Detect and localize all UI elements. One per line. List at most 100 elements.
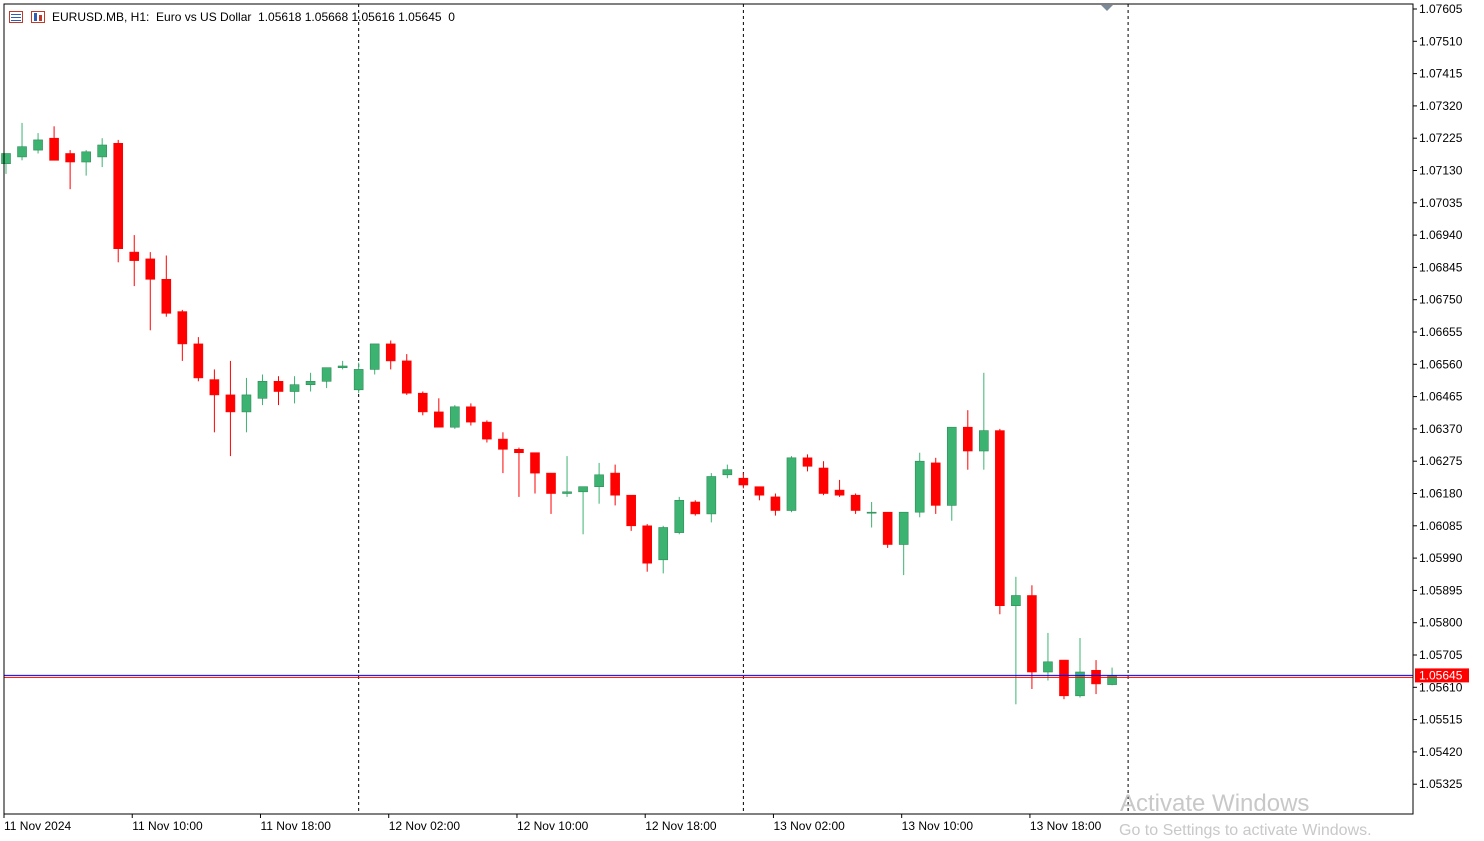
candle-bullish[interactable] [1, 153, 11, 174]
candle-bearish[interactable] [995, 428, 1005, 615]
candle-bearish[interactable] [193, 337, 204, 382]
price-tick-label: 1.06275 [1419, 454, 1463, 468]
candle-bearish[interactable] [49, 126, 59, 161]
candle-body [498, 438, 508, 450]
candle-bearish[interactable] [770, 493, 781, 516]
candle-bullish[interactable] [1043, 632, 1053, 681]
candle-bearish[interactable] [690, 500, 701, 516]
candle-body [321, 367, 332, 382]
candle-bullish[interactable] [1075, 638, 1085, 698]
candle-bearish[interactable] [834, 479, 845, 497]
candle-body [450, 406, 460, 428]
candle-bearish[interactable] [466, 403, 476, 426]
candle-bullish[interactable] [450, 405, 460, 429]
candle-bullish[interactable] [17, 122, 27, 161]
candle-bullish[interactable] [1011, 576, 1021, 705]
candle-body [385, 343, 396, 362]
candle-bearish[interactable] [514, 447, 524, 497]
candle-body [754, 486, 765, 496]
candle-bearish[interactable] [802, 454, 813, 472]
candle-bearish[interactable] [498, 432, 508, 474]
candle-bearish[interactable] [113, 139, 124, 263]
candle-body [770, 496, 781, 511]
candle-bearish[interactable] [530, 452, 540, 494]
candle-bearish[interactable] [1027, 585, 1037, 689]
candle-bearish[interactable] [177, 309, 188, 361]
candle-bullish[interactable] [658, 525, 669, 574]
candle-bullish[interactable] [979, 372, 989, 470]
candle-bearish[interactable] [1059, 659, 1069, 700]
candle-body [818, 467, 829, 494]
candle-body [722, 469, 733, 476]
candle-bullish[interactable] [81, 150, 91, 176]
candle-bearish[interactable] [385, 340, 396, 370]
candle-bullish[interactable] [786, 456, 797, 513]
candle-bullish[interactable] [946, 426, 957, 521]
candle-bearish[interactable] [930, 457, 941, 514]
price-tick-label: 1.06180 [1419, 487, 1463, 501]
day-separators [358, 4, 1129, 814]
chart-shift-marker[interactable] [1101, 5, 1113, 11]
candle-body [482, 421, 492, 440]
candle-bearish[interactable] [482, 420, 492, 443]
candle-bullish[interactable] [353, 362, 364, 394]
candle-bullish[interactable] [562, 456, 572, 497]
candle-bearish[interactable] [434, 398, 444, 428]
candle-bearish[interactable] [754, 486, 765, 501]
candle-bearish[interactable] [818, 461, 829, 496]
candle-bullish[interactable] [898, 511, 909, 576]
candle-body [434, 411, 444, 428]
candle-body [914, 460, 925, 513]
candle-body [898, 511, 909, 545]
candle-bullish[interactable] [289, 376, 300, 404]
candle-bearish[interactable] [161, 255, 172, 317]
trade-panel-icon[interactable] [8, 10, 24, 24]
candle-bearish[interactable] [882, 511, 893, 548]
candle-bearish[interactable] [129, 235, 140, 287]
candle-bullish[interactable] [257, 374, 268, 406]
candle-bearish[interactable] [738, 473, 749, 489]
candle-bearish[interactable] [626, 494, 636, 531]
candle-bullish[interactable] [97, 138, 107, 168]
candle-bullish[interactable] [369, 343, 380, 375]
candle-bullish[interactable] [674, 496, 685, 535]
candle-bearish[interactable] [225, 360, 236, 457]
candle-bearish[interactable] [65, 150, 75, 190]
current-price-lines [4, 674, 1413, 678]
candle-bearish[interactable] [209, 369, 220, 433]
candle-bearish[interactable] [850, 493, 861, 514]
candle-bullish[interactable] [337, 360, 348, 370]
candle-body [738, 477, 749, 486]
price-tick-label: 1.05515 [1419, 713, 1463, 727]
candle-body [706, 476, 717, 515]
candle-body [690, 501, 701, 515]
candle-bullish[interactable] [321, 367, 332, 389]
candle-bullish[interactable] [706, 473, 717, 523]
candle-body [514, 448, 524, 453]
candle-bullish[interactable] [914, 452, 925, 518]
candle-bullish[interactable] [1107, 667, 1117, 686]
candle-bearish[interactable] [610, 464, 620, 506]
candle-bullish[interactable] [305, 372, 316, 392]
price-tick-label: 1.05420 [1419, 745, 1463, 759]
candle-bullish[interactable] [241, 377, 252, 433]
candle-bullish[interactable] [594, 462, 604, 504]
candle-bearish[interactable] [642, 524, 653, 572]
candle-bullish[interactable] [866, 502, 877, 528]
candle-bearish[interactable] [273, 376, 284, 406]
candle-bullish[interactable] [722, 464, 733, 479]
candle-body [1011, 595, 1021, 606]
depth-of-market-icon[interactable] [30, 10, 46, 24]
candle-bearish[interactable] [962, 410, 973, 470]
candle-bearish[interactable] [546, 472, 556, 514]
price-tag-box [1415, 668, 1469, 683]
candle-bullish[interactable] [33, 133, 43, 154]
candle-body [1043, 661, 1053, 673]
candle-bearish[interactable] [417, 391, 428, 416]
candle-bearish[interactable] [401, 354, 412, 395]
candle-body [466, 406, 476, 423]
candle-bullish[interactable] [578, 486, 588, 535]
candle-bearish[interactable] [145, 252, 156, 331]
